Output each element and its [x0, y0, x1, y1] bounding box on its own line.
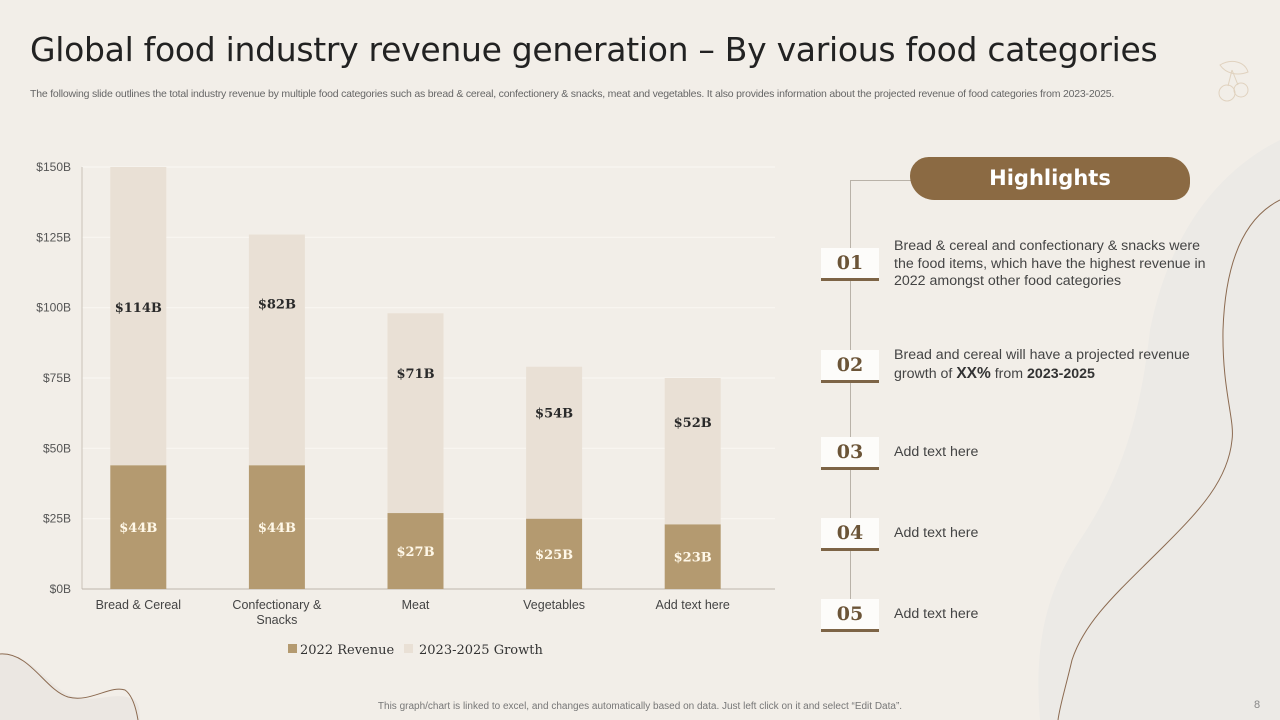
right-blob — [1038, 140, 1280, 720]
data-label: $54B — [535, 406, 573, 421]
y-tick-label: $75B — [43, 371, 71, 385]
bar-growth-2023-2025[interactable] — [248, 234, 305, 466]
highlight-text: Add text here — [894, 606, 979, 622]
data-label: $114B — [115, 301, 162, 316]
y-tick-label: $150B — [36, 160, 71, 174]
bar-growth-2023-2025[interactable] — [526, 366, 583, 519]
data-label: $52B — [674, 416, 712, 431]
timeline-connector — [850, 180, 851, 620]
legend-label-2022-revenue: 2022 Revenue — [300, 643, 394, 658]
slide-title: Global food industry revenue generation … — [30, 30, 1158, 69]
cherry-icon — [1218, 61, 1249, 102]
bars: $44B $114B $44B $82B $27B $71B $25B $54B $23B $52… — [110, 167, 721, 589]
y-tick-label: $125B — [36, 230, 71, 244]
timeline-connector-top — [850, 180, 912, 181]
stacked-bar-chart[interactable]: $0B $25B $50B $75B $100B $125B $150B $44B $114B… — [0, 140, 800, 670]
highlight-number: 01 — [821, 248, 879, 281]
legend-swatch-2023-2025-growth — [404, 644, 413, 653]
legend-label-2023-2025-growth: 2023-2025 Growth — [419, 643, 543, 658]
data-label: $44B — [119, 521, 157, 536]
x-tick-label: Snacks — [256, 613, 297, 627]
highlight-text: Bread & cereal and confectionary & snack… — [894, 238, 1206, 289]
bar-growth-2023-2025[interactable] — [387, 313, 444, 514]
y-axis-ticks: $0B $25B $50B $75B $100B $125B $150B — [36, 160, 71, 596]
bar-revenue-2022[interactable] — [664, 524, 721, 589]
highlight-number: 05 — [821, 599, 879, 632]
x-tick-label: Add text here — [656, 598, 730, 612]
y-tick-label: $25B — [43, 512, 71, 526]
highlight-emphasis-percent: XX% — [956, 364, 991, 382]
x-tick-label: Vegetables — [523, 598, 585, 612]
data-label: $44B — [258, 521, 296, 536]
y-tick-label: $0B — [50, 582, 71, 596]
highlight-emphasis-years: 2023-2025 — [1027, 365, 1095, 382]
x-tick-label: Confectionary & — [232, 598, 322, 612]
x-tick-label: Meat — [402, 598, 430, 612]
bar-growth-2023-2025[interactable] — [664, 378, 721, 525]
page-number: 8 — [1254, 699, 1261, 711]
data-label: $25B — [535, 548, 573, 563]
highlight-text: Add text here — [894, 525, 979, 541]
legend-swatch-2022-revenue — [288, 644, 297, 653]
highlight-number: 04 — [821, 518, 879, 551]
highlights-heading: Highlights — [910, 157, 1190, 200]
left-curve-line — [0, 653, 139, 720]
chart-footnote: This graph/chart is linked to excel, and… — [377, 701, 903, 712]
x-axis-ticks: Bread & Cereal Confectionary &Snacks Meat V… — [96, 598, 730, 627]
bar-revenue-2022[interactable] — [526, 518, 583, 589]
bar-growth-2023-2025[interactable] — [110, 167, 167, 466]
highlight-text: Bread and cereal will have a projected r… — [894, 347, 1190, 382]
bar-revenue-2022[interactable] — [110, 465, 167, 589]
right-curve-line — [1057, 199, 1280, 720]
highlight-number: 03 — [821, 437, 879, 470]
bar-revenue-2022[interactable] — [248, 465, 305, 589]
highlight-number: 02 — [821, 350, 879, 383]
data-label: $27B — [396, 545, 434, 560]
data-label: $23B — [674, 551, 712, 566]
y-tick-label: $100B — [36, 301, 71, 315]
highlight-text: Add text here — [894, 444, 979, 460]
chart-legend: 2022 Revenue 2023-2025 Growth — [288, 643, 543, 658]
x-tick-label: Bread & Cereal — [96, 598, 181, 612]
bar-revenue-2022[interactable] — [387, 513, 444, 589]
slide-subtitle: The following slide outlines the total i… — [30, 88, 1115, 100]
data-label: $71B — [396, 367, 434, 382]
y-tick-label: $50B — [43, 441, 71, 455]
data-label: $82B — [258, 298, 296, 313]
